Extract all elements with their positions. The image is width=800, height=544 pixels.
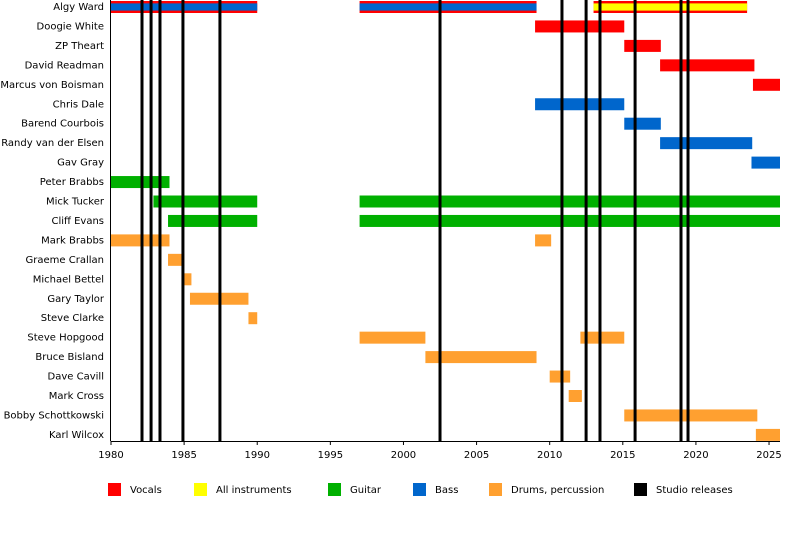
legend-label: Studio releases — [656, 485, 733, 496]
legend-label: Bass — [435, 485, 458, 496]
row-label: Mick Tucker — [46, 197, 105, 208]
row-label: Steve Hopgood — [27, 333, 104, 344]
member-bar — [751, 156, 780, 169]
member-bar — [111, 234, 170, 247]
row-label: Algy Ward — [53, 2, 104, 13]
row-label: Bobby Schottkowski — [4, 410, 104, 421]
row-label: Randy van der Elsen — [1, 138, 104, 149]
x-tick-label: 1985 — [171, 450, 196, 461]
row-label: Michael Bettel — [33, 274, 104, 285]
x-tick-label: 2025 — [756, 450, 781, 461]
member-bar — [752, 78, 780, 91]
member-bar — [535, 234, 552, 247]
member-bar — [755, 428, 780, 441]
member-bar — [153, 195, 258, 208]
row-label: Cliff Evans — [51, 216, 104, 227]
member-bar — [425, 351, 537, 364]
member-bar — [535, 98, 625, 111]
row-label: Doogie White — [37, 21, 104, 32]
x-tick-label: 2015 — [610, 450, 635, 461]
legend-label: All instruments — [216, 485, 292, 496]
x-tick-label: 2020 — [683, 450, 708, 461]
member-bar-stripe — [593, 3, 748, 11]
row-label: Gav Gray — [57, 158, 104, 169]
member-bar — [624, 117, 661, 130]
row-label: Mark Cross — [49, 391, 104, 402]
row-label: Dave Cavill — [48, 372, 104, 383]
member-bar — [624, 39, 661, 52]
member-bar — [568, 390, 582, 402]
row-label: ZP Theart — [55, 41, 104, 52]
legend-swatch — [194, 483, 207, 496]
legend-label: Vocals — [130, 485, 162, 496]
member-bar — [359, 214, 780, 227]
x-tick-label: 1995 — [318, 450, 343, 461]
row-label: Bruce Bisland — [35, 352, 104, 363]
member-bar — [535, 20, 625, 33]
member-bar — [359, 331, 426, 344]
row-label: Barend Courbois — [21, 119, 104, 130]
row-label: David Readman — [25, 60, 104, 71]
member-bar — [168, 214, 258, 227]
member-bar — [184, 273, 192, 286]
row-label: Chris Dale — [53, 99, 104, 110]
x-tick-label: 2010 — [537, 450, 562, 461]
legend-swatch — [634, 483, 647, 496]
legend-swatch — [413, 483, 426, 496]
member-bar — [248, 312, 258, 325]
row-label: Gary Taylor — [47, 294, 104, 305]
row-label: Karl Wilcox — [49, 430, 104, 441]
row-label: Graeme Crallan — [26, 255, 104, 266]
x-tick-label: 1990 — [245, 450, 270, 461]
member-bar — [168, 253, 185, 266]
legend-swatch — [489, 483, 502, 496]
legend-swatch — [328, 483, 341, 496]
x-tick-label: 2005 — [464, 450, 489, 461]
member-bar — [549, 370, 571, 383]
member-bar — [359, 195, 780, 208]
member-bar-stripe — [359, 3, 537, 11]
row-label: Steve Clarke — [41, 313, 104, 324]
row-label: Marcus von Boisman — [0, 80, 104, 91]
member-bar — [111, 176, 170, 189]
x-tick-label: 2000 — [391, 450, 416, 461]
member-bar — [580, 331, 625, 344]
row-label: Peter Brabbs — [40, 177, 104, 188]
legend-swatch — [108, 483, 121, 496]
member-bar — [660, 137, 753, 150]
row-label: Mark Brabbs — [41, 235, 104, 246]
x-tick-label: 1980 — [98, 450, 123, 461]
legend-label: Guitar — [350, 485, 382, 496]
member-bar — [660, 59, 755, 72]
member-bar — [624, 409, 758, 422]
legend-label: Drums, percussion — [511, 485, 604, 496]
